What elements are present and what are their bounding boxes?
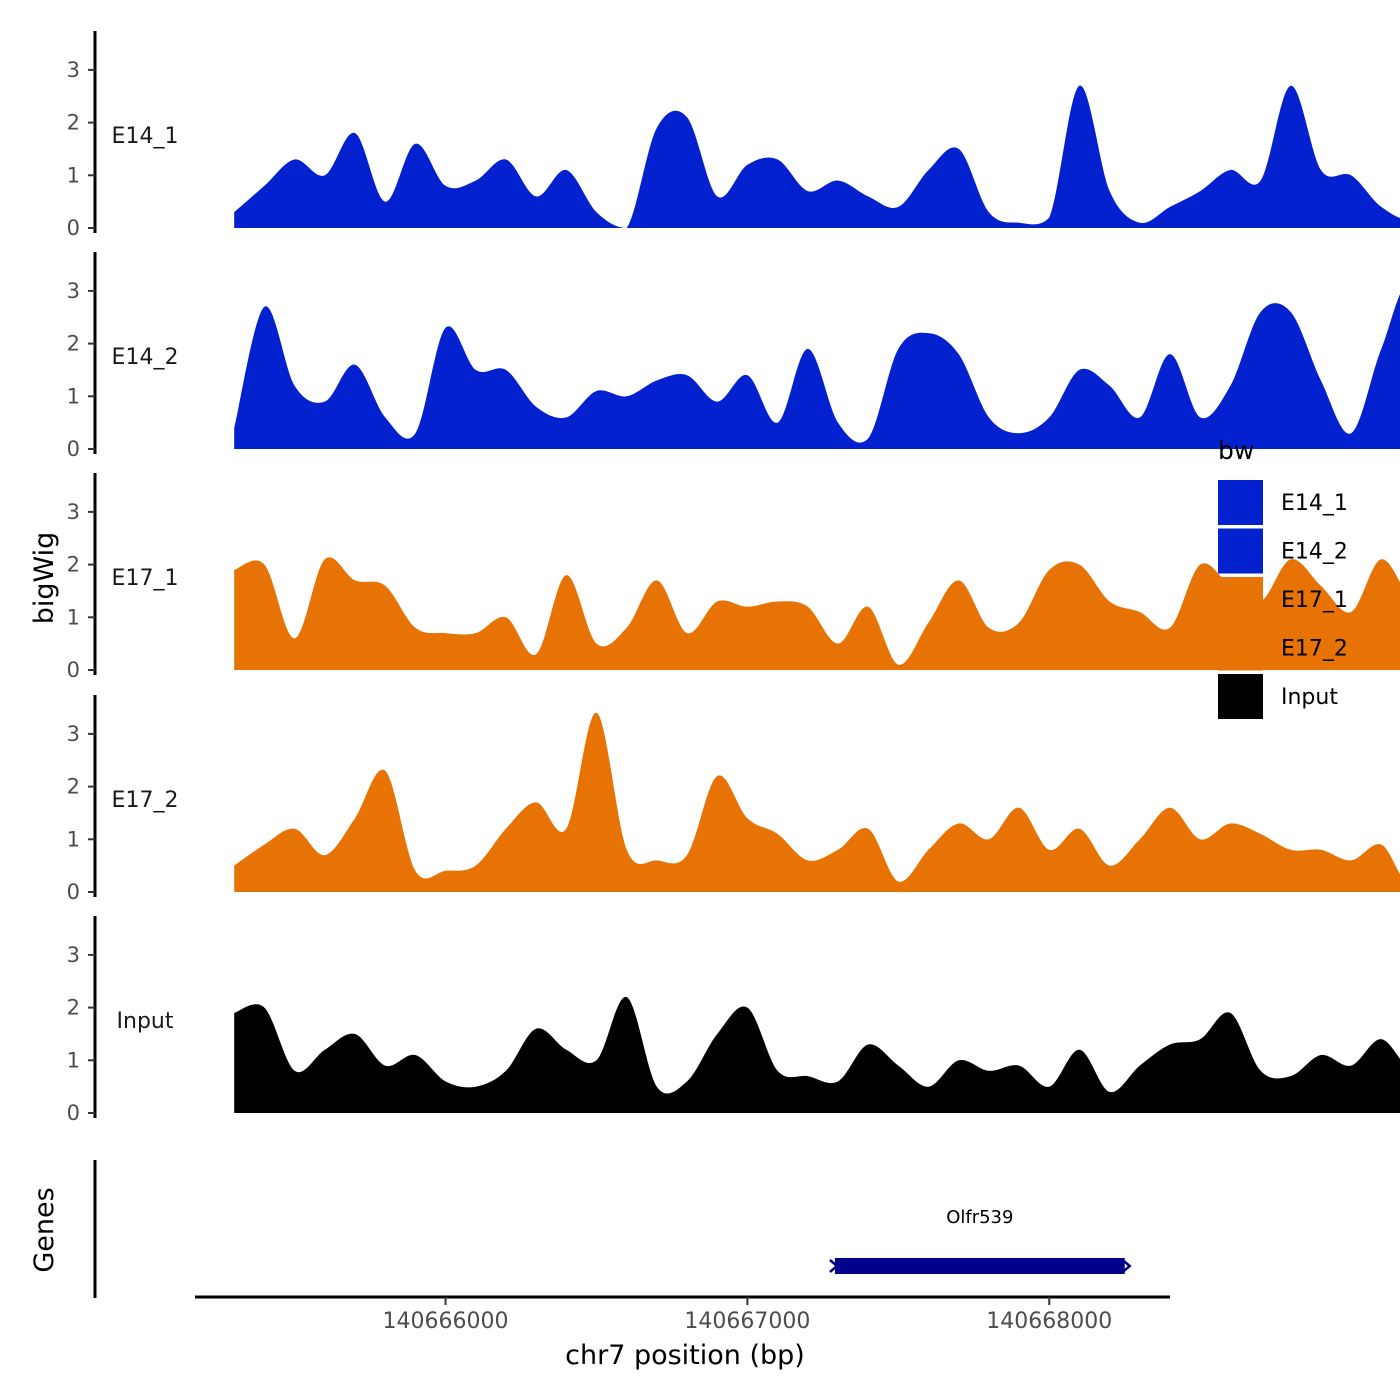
- y-tick-label: 0: [67, 437, 80, 461]
- track-panel-E17_2: 0 1 2 3 E17_2: [67, 695, 1400, 904]
- y-tick-label: 0: [67, 1101, 80, 1125]
- legend: E14_1 E14_2 E17_1 E17_2 Input: [1218, 480, 1348, 719]
- x-tick-label: 140668000: [986, 1309, 1112, 1334]
- y-tick-label: 2: [67, 332, 80, 356]
- legend-label: Input: [1281, 685, 1338, 710]
- signal-area-E17_1: [234, 557, 1400, 670]
- gene-body: [834, 1258, 1125, 1274]
- track-label: Input: [117, 1009, 174, 1034]
- signal-area-E14_2: [234, 294, 1400, 449]
- y-tick-label: 1: [67, 605, 80, 629]
- y-tick-label: 1: [67, 827, 80, 851]
- y-tick-label: 3: [67, 943, 80, 967]
- legend-swatch: [1218, 625, 1263, 671]
- y-tick-label: 0: [67, 216, 80, 240]
- track-label: E14_1: [112, 124, 179, 149]
- x-tick-label: 140667000: [684, 1309, 810, 1334]
- x-axis-title: chr7 position (bp): [565, 1340, 805, 1371]
- track-panel-E14_2: 0 1 2 3 E14_2: [67, 252, 1400, 461]
- genes-axis-title: Genes: [29, 1187, 60, 1272]
- strand-arrow-icon: [829, 1259, 839, 1273]
- genes-track: Olfr539: [93, 1160, 1132, 1298]
- legend-title: bw: [1218, 436, 1254, 465]
- legend-swatch: [1218, 577, 1263, 622]
- legend-swatch: [1218, 674, 1263, 719]
- strand-arrow-icon: [1121, 1259, 1132, 1273]
- y-tick-label: 1: [67, 384, 80, 408]
- y-tick-label: 1: [67, 163, 80, 187]
- y-tick-label: 2: [67, 553, 80, 577]
- y-axis-title: bigWig: [29, 532, 60, 625]
- track-panel-E14_1: 0 1 2 3 E14_1: [67, 31, 1400, 240]
- track-panel-E17_1: 0 1 2 3 E17_1: [67, 473, 1400, 682]
- y-tick-label: 0: [67, 880, 80, 904]
- track-panels: 0 1 2 3 E14_1 0 1 2 3 E14_2 0 1 2 3 E17_1 0 1 2 3 E17_2 0 1 2 3…: [67, 31, 1400, 1125]
- y-tick-label: 1: [67, 1048, 80, 1072]
- legend-label: E17_2: [1281, 637, 1348, 662]
- track-label: E17_2: [112, 788, 179, 813]
- signal-area-E17_2: [234, 712, 1400, 892]
- track-label: E17_1: [112, 566, 179, 591]
- legend-label: E17_1: [1281, 588, 1348, 613]
- track-panel-Input: 0 1 2 3 Input: [67, 916, 1400, 1125]
- y-tick-label: 3: [67, 722, 80, 746]
- signal-area-Input: [234, 997, 1400, 1113]
- legend-swatch: [1218, 480, 1263, 525]
- signal-area-E14_1: [234, 85, 1400, 228]
- y-tick-label: 0: [67, 658, 80, 682]
- y-tick-label: 2: [67, 996, 80, 1020]
- legend-label: E14_1: [1281, 491, 1348, 516]
- y-tick-label: 3: [67, 500, 80, 524]
- y-tick-label: 2: [67, 775, 80, 799]
- y-tick-label: 3: [67, 58, 80, 82]
- gene-label: Olfr539: [946, 1207, 1013, 1228]
- x-axis: 140666000 140667000 140668000: [195, 1295, 1170, 1334]
- y-tick-label: 3: [67, 279, 80, 303]
- legend-swatch: [1218, 528, 1263, 574]
- y-tick-label: 2: [67, 111, 80, 135]
- legend-label: E14_2: [1281, 540, 1348, 565]
- track-label: E14_2: [112, 345, 179, 370]
- x-tick-label: 140666000: [383, 1309, 509, 1334]
